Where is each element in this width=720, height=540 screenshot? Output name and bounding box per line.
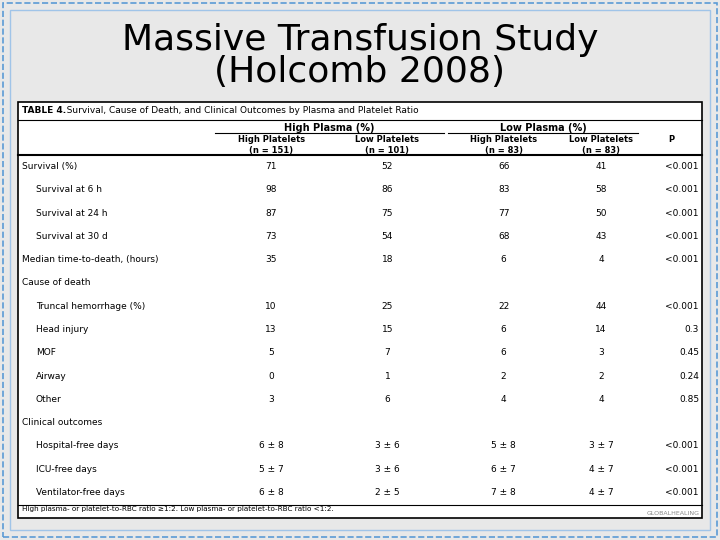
Text: MOF: MOF xyxy=(36,348,56,357)
Text: Median time-to-death, (hours): Median time-to-death, (hours) xyxy=(22,255,158,264)
Text: 7: 7 xyxy=(384,348,390,357)
Text: P: P xyxy=(668,135,675,144)
Text: Airway: Airway xyxy=(36,372,67,381)
Text: 52: 52 xyxy=(382,162,393,171)
Text: ICU-free days: ICU-free days xyxy=(36,464,96,474)
Text: 6: 6 xyxy=(501,325,506,334)
Text: 0.45: 0.45 xyxy=(679,348,699,357)
Text: 0.24: 0.24 xyxy=(679,372,699,381)
Text: <0.001: <0.001 xyxy=(665,185,699,194)
Text: 4: 4 xyxy=(598,395,604,404)
Text: <0.001: <0.001 xyxy=(665,302,699,310)
Text: 6 ± 8: 6 ± 8 xyxy=(258,488,284,497)
Text: 0: 0 xyxy=(269,372,274,381)
Text: 6: 6 xyxy=(501,255,506,264)
Text: 35: 35 xyxy=(266,255,276,264)
Text: <0.001: <0.001 xyxy=(665,255,699,264)
Text: Head injury: Head injury xyxy=(36,325,89,334)
Text: 0.3: 0.3 xyxy=(685,325,699,334)
Text: 50: 50 xyxy=(595,208,607,218)
Text: 66: 66 xyxy=(498,162,509,171)
Text: 2: 2 xyxy=(598,372,604,381)
Text: <0.001: <0.001 xyxy=(665,441,699,450)
Text: 5: 5 xyxy=(269,348,274,357)
Text: 44: 44 xyxy=(595,302,607,310)
Text: 98: 98 xyxy=(266,185,276,194)
Text: 4: 4 xyxy=(501,395,506,404)
Text: 58: 58 xyxy=(595,185,607,194)
Text: 4 ± 7: 4 ± 7 xyxy=(589,464,613,474)
Text: GLOBALHEALING: GLOBALHEALING xyxy=(647,511,700,516)
Text: 2: 2 xyxy=(501,372,506,381)
Text: 2 ± 5: 2 ± 5 xyxy=(375,488,400,497)
Text: 3: 3 xyxy=(269,395,274,404)
Text: 18: 18 xyxy=(382,255,393,264)
Text: <0.001: <0.001 xyxy=(665,232,699,241)
Text: 7 ± 8: 7 ± 8 xyxy=(491,488,516,497)
Text: 22: 22 xyxy=(498,302,509,310)
Text: 6 ± 8: 6 ± 8 xyxy=(258,441,284,450)
Text: Ventilator-free days: Ventilator-free days xyxy=(36,488,125,497)
Text: <0.001: <0.001 xyxy=(665,464,699,474)
Text: 4: 4 xyxy=(598,255,604,264)
Text: 3 ± 6: 3 ± 6 xyxy=(375,464,400,474)
Text: 3 ± 7: 3 ± 7 xyxy=(589,441,613,450)
Text: 15: 15 xyxy=(382,325,393,334)
Text: Survival (%): Survival (%) xyxy=(22,162,77,171)
Text: 13: 13 xyxy=(266,325,276,334)
Text: Low Plasma (%): Low Plasma (%) xyxy=(500,123,586,133)
Text: 5 ± 8: 5 ± 8 xyxy=(491,441,516,450)
Text: <0.001: <0.001 xyxy=(665,162,699,171)
Text: High Platelets
(n = 151): High Platelets (n = 151) xyxy=(238,135,305,155)
Text: Low Platelets
(n = 101): Low Platelets (n = 101) xyxy=(356,135,419,155)
Text: Other: Other xyxy=(36,395,62,404)
Text: High Platelets
(n = 83): High Platelets (n = 83) xyxy=(470,135,537,155)
Text: Cause of death: Cause of death xyxy=(22,279,91,287)
Text: Survival, Cause of Death, and Clinical Outcomes by Plasma and Platelet Ratio: Survival, Cause of Death, and Clinical O… xyxy=(58,106,418,115)
Text: 86: 86 xyxy=(382,185,393,194)
Text: TABLE 4.: TABLE 4. xyxy=(22,106,66,115)
Text: High plasma- or platelet-to-RBC ratio ≥1:2. Low plasma- or platelet-to-RBC ratio: High plasma- or platelet-to-RBC ratio ≥1… xyxy=(22,506,334,512)
Text: 4 ± 7: 4 ± 7 xyxy=(589,488,613,497)
Text: 14: 14 xyxy=(595,325,607,334)
Text: 68: 68 xyxy=(498,232,509,241)
Text: 6 ± 7: 6 ± 7 xyxy=(491,464,516,474)
Text: 87: 87 xyxy=(266,208,276,218)
Bar xyxy=(18,102,702,518)
Text: Survival at 30 d: Survival at 30 d xyxy=(36,232,108,241)
Text: Survival at 6 h: Survival at 6 h xyxy=(36,185,102,194)
Text: Massive Transfusion Study: Massive Transfusion Study xyxy=(122,23,598,57)
Text: Low Platelets
(n = 83): Low Platelets (n = 83) xyxy=(569,135,633,155)
Text: 3 ± 6: 3 ± 6 xyxy=(375,441,400,450)
Text: (Holcomb 2008): (Holcomb 2008) xyxy=(215,55,505,89)
Text: <0.001: <0.001 xyxy=(665,208,699,218)
Text: 71: 71 xyxy=(266,162,276,171)
Text: 54: 54 xyxy=(382,232,393,241)
Text: 77: 77 xyxy=(498,208,509,218)
Text: 73: 73 xyxy=(266,232,276,241)
Text: 6: 6 xyxy=(501,348,506,357)
Text: Truncal hemorrhage (%): Truncal hemorrhage (%) xyxy=(36,302,145,310)
Text: 75: 75 xyxy=(382,208,393,218)
Text: 0.85: 0.85 xyxy=(679,395,699,404)
Text: 6: 6 xyxy=(384,395,390,404)
Text: 43: 43 xyxy=(595,232,607,241)
Text: Survival at 24 h: Survival at 24 h xyxy=(36,208,107,218)
Text: Clinical outcomes: Clinical outcomes xyxy=(22,418,102,427)
Text: 3: 3 xyxy=(598,348,604,357)
Text: 41: 41 xyxy=(595,162,607,171)
Text: 10: 10 xyxy=(266,302,276,310)
Text: 5 ± 7: 5 ± 7 xyxy=(258,464,284,474)
Text: Hospital-free days: Hospital-free days xyxy=(36,441,118,450)
Text: 83: 83 xyxy=(498,185,509,194)
Text: 25: 25 xyxy=(382,302,393,310)
Text: <0.001: <0.001 xyxy=(665,488,699,497)
Text: 1: 1 xyxy=(384,372,390,381)
Text: High Plasma (%): High Plasma (%) xyxy=(284,123,374,133)
